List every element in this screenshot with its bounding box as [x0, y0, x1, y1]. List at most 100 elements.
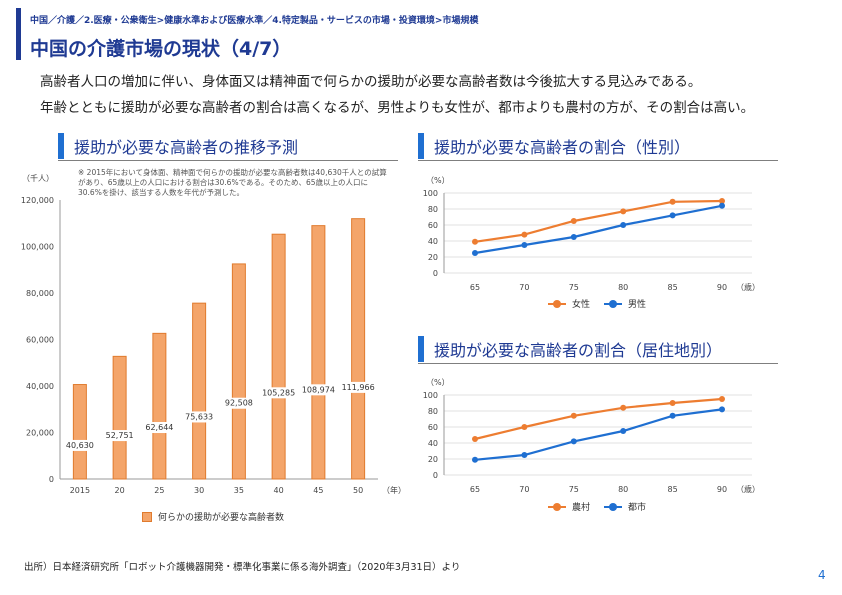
data-point-女性 — [521, 231, 528, 238]
y-tick-label: 40 — [428, 439, 438, 448]
data-point-農村 — [669, 400, 676, 406]
y-tick-label: 60 — [428, 221, 438, 230]
data-label: 105,285 — [262, 388, 295, 397]
legend-item: 女性 — [548, 297, 590, 310]
y-tick-label: 120,000 — [21, 196, 54, 205]
x-tick-label: 65 — [470, 283, 480, 292]
bar-2015 — [72, 384, 87, 480]
data-point-男性 — [472, 250, 478, 256]
page-title: 中国の介護市場の現状（4/7） — [30, 38, 292, 60]
data-point-農村 — [620, 404, 627, 411]
data-point-都市 — [472, 456, 478, 463]
projection-legend: 何らかの援助が必要な高齢者数 — [142, 510, 284, 523]
data-label: 108,974 — [302, 385, 335, 394]
y-axis-unit-label: （%） — [426, 378, 450, 387]
x-tick-label: 2015 — [70, 486, 90, 495]
bar-45 — [311, 225, 326, 480]
y-tick-label: 80 — [428, 205, 438, 214]
x-tick-label: 85 — [668, 485, 678, 494]
gender-section-head: 援助が必要な高齢者の割合（性別） — [418, 133, 690, 159]
y-tick-label: 100 — [423, 391, 438, 400]
data-label-bg — [180, 411, 219, 423]
x-tick-label: 30 — [194, 486, 204, 495]
x-tick-label: 80 — [618, 283, 628, 292]
data-point-女性 — [472, 238, 478, 245]
x-tick-label: 80 — [618, 485, 628, 494]
data-point-都市 — [521, 452, 528, 458]
section-accent-bar — [418, 133, 424, 159]
x-tick-label: 20 — [115, 486, 125, 495]
data-point-女性 — [570, 218, 577, 224]
x-tick-label: 50 — [353, 486, 363, 495]
x-tick-label: 85 — [668, 283, 678, 292]
data-point-女性 — [719, 198, 725, 204]
data-label: 40,630 — [66, 441, 94, 450]
data-label-bg — [219, 397, 258, 409]
gender-legend: 女性 男性 — [548, 297, 660, 310]
y-tick-label: 80,000 — [26, 289, 54, 298]
legend-label: 男性 — [628, 300, 647, 310]
projection-note: ※ 2015年において身体面、精神面で何らかの援助が必要な高齢者数は40,630… — [78, 168, 387, 197]
data-point-男性 — [570, 234, 577, 240]
residence-chart-title: 援助が必要な高齢者の割合（居住地別） — [434, 341, 723, 360]
data-label: 52,751 — [106, 431, 134, 440]
breadcrumb: 中国／介護／2.医療・公衆衛生>健康水準および医療水準／4.特定製品・サービスの… — [30, 16, 479, 26]
y-tick-label: 40,000 — [26, 382, 54, 391]
y-tick-label: 100 — [423, 189, 438, 198]
data-label-bg — [339, 381, 378, 393]
projection-chart-title: 援助が必要な高齢者の推移予測 — [74, 138, 299, 157]
data-point-農村 — [570, 412, 577, 419]
data-point-農村 — [472, 436, 478, 442]
x-tick-label: 25 — [154, 486, 164, 495]
series-line-都市 — [474, 408, 723, 461]
x-tick-label: 90 — [717, 485, 727, 494]
section-divider — [418, 160, 778, 161]
bar-20 — [112, 355, 127, 480]
legend-swatch — [142, 511, 152, 522]
bar-40 — [271, 233, 286, 480]
residence-section-head: 援助が必要な高齢者の割合（居住地別） — [418, 336, 722, 362]
x-tick-label: 70 — [519, 485, 529, 494]
legend-label: 農村 — [572, 503, 591, 513]
data-point-女性 — [669, 198, 676, 205]
data-point-農村 — [521, 424, 528, 430]
section-accent-bar — [58, 133, 64, 159]
y-tick-label: 40 — [428, 237, 438, 246]
x-axis-unit-label: （歳） — [736, 282, 760, 292]
y-tick-label: 20 — [428, 455, 438, 464]
bar-25 — [152, 332, 167, 480]
series-line-農村 — [474, 397, 723, 441]
data-point-都市 — [719, 406, 725, 413]
data-point-都市 — [620, 428, 627, 434]
section-divider — [58, 160, 398, 161]
data-point-男性 — [620, 222, 627, 228]
projection-section-head: 援助が必要な高齢者の推移予測 — [58, 133, 298, 159]
bar-30 — [192, 302, 207, 480]
x-tick-label: 45 — [313, 486, 323, 495]
y-axis-unit-label: （千人） — [22, 173, 54, 183]
series-line-男性 — [474, 204, 723, 255]
y-tick-label: 0 — [433, 471, 438, 480]
data-label: 75,633 — [185, 412, 213, 421]
x-tick-label: 35 — [234, 486, 244, 495]
data-label: 111,966 — [342, 383, 375, 392]
data-point-男性 — [719, 202, 725, 209]
y-tick-label: 20 — [428, 253, 438, 262]
data-label-bg — [140, 422, 179, 434]
legend-label: 何らかの援助が必要な高齢者数 — [158, 513, 285, 523]
legend-label: 女性 — [572, 300, 591, 310]
y-axis-unit-label: （%） — [426, 176, 450, 185]
data-point-男性 — [669, 212, 676, 219]
y-tick-label: 20,000 — [26, 429, 54, 438]
legend-swatch — [548, 502, 566, 511]
data-label-bg — [60, 439, 99, 451]
x-tick-label: 90 — [717, 283, 727, 292]
legend-swatch — [604, 299, 623, 308]
y-tick-label: 0 — [433, 269, 438, 278]
series-line-女性 — [474, 199, 723, 243]
x-tick-label: 75 — [569, 283, 579, 292]
projection-bar-chart: （千人） 0 20,000 40,000 60,000 80,000 100,000 120,… — [21, 173, 406, 495]
bar-50 — [351, 218, 366, 480]
legend-item: 男性 — [604, 297, 646, 310]
source-citation: 出所）日本経済研究所「ロボット介護機器開発・標準化事業に係る海外調査」（2020… — [24, 562, 461, 573]
